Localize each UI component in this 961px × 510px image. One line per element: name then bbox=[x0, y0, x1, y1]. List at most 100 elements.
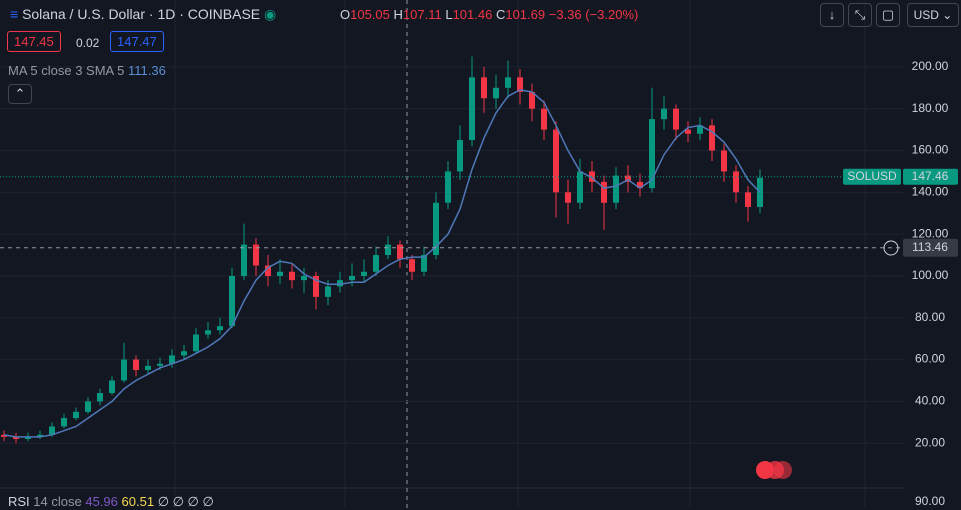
candle-body bbox=[673, 108, 679, 130]
button[interactable]: ↓ bbox=[820, 3, 844, 27]
last-price-label: 147.46 bbox=[912, 169, 949, 183]
candle-body bbox=[613, 175, 619, 203]
candle-body bbox=[505, 77, 511, 88]
candle-body bbox=[205, 330, 211, 335]
candle-body bbox=[541, 108, 547, 130]
candle-body bbox=[625, 175, 631, 182]
buy-button[interactable]: 147.47 bbox=[110, 31, 164, 52]
candle-body bbox=[157, 363, 163, 366]
candle-body bbox=[1, 434, 7, 437]
rsi-axis-label: 90.00 bbox=[915, 494, 945, 508]
candle-body bbox=[553, 129, 559, 193]
currency[interactable]: USD ⌄ bbox=[907, 3, 959, 27]
h-label: H bbox=[393, 7, 403, 22]
ma-name: MA 5 close 3 SMA 5 bbox=[8, 63, 125, 78]
y-tick-label: 100.00 bbox=[912, 268, 949, 282]
button[interactable]: ⤡ bbox=[848, 3, 872, 27]
candle-body bbox=[601, 181, 607, 203]
ohlc: O105.05 H107.11 L101.46 C101.69 −3.36 (−… bbox=[340, 7, 638, 22]
event-icon[interactable] bbox=[774, 461, 792, 479]
change: −3.36 (−3.20%) bbox=[548, 7, 639, 22]
candle-body bbox=[121, 359, 127, 381]
candle-body bbox=[517, 77, 523, 92]
candle-body bbox=[469, 77, 475, 141]
candle-body bbox=[13, 436, 19, 440]
button[interactable]: ▢ bbox=[876, 3, 900, 27]
candle-body bbox=[637, 181, 643, 189]
o-value: 105.05 bbox=[350, 7, 390, 22]
candle-body bbox=[49, 426, 55, 435]
crosshair-label: 113.46 bbox=[912, 240, 948, 254]
c-value: 101.69 bbox=[505, 7, 546, 22]
y-tick-label: 200.00 bbox=[912, 59, 949, 73]
candle-body bbox=[421, 255, 427, 272]
candle-body bbox=[145, 365, 151, 371]
y-tick-label: 180.00 bbox=[912, 101, 949, 115]
collapse-button[interactable]: ⌃ bbox=[8, 84, 32, 104]
y-tick-label: 40.00 bbox=[915, 394, 945, 408]
rsi-value: 45.96 bbox=[85, 494, 118, 509]
price-tag bbox=[903, 168, 958, 185]
candle-body bbox=[25, 436, 31, 440]
candle-body bbox=[349, 275, 355, 281]
candle-body bbox=[97, 393, 103, 402]
symbol-label: SOLUSD bbox=[847, 169, 897, 183]
candle-body bbox=[685, 129, 691, 134]
crosshair-plus[interactable] bbox=[883, 240, 899, 256]
ma-line bbox=[3, 89, 761, 438]
candle-body bbox=[721, 150, 727, 172]
y-tick-label: 140.00 bbox=[912, 184, 949, 198]
crosshair-tag bbox=[903, 238, 958, 257]
candle-body bbox=[565, 192, 571, 203]
candle-body bbox=[697, 125, 703, 134]
y-tick-label: 80.00 bbox=[915, 310, 945, 324]
rsi-name: RSI bbox=[8, 494, 30, 509]
rsi-ma: 60.51 bbox=[121, 494, 155, 509]
candle-body bbox=[37, 434, 43, 437]
candle-body bbox=[289, 271, 295, 281]
candle-body bbox=[181, 351, 187, 356]
spread: 0.02 bbox=[76, 36, 100, 50]
h-value: 107.11 bbox=[402, 7, 442, 22]
currency-label: USD bbox=[913, 8, 939, 22]
candle-body bbox=[409, 259, 415, 272]
candle-body bbox=[577, 171, 583, 203]
ma-legend: MA 5 close 3 SMA 5 111.36 bbox=[8, 63, 166, 78]
candle-body bbox=[313, 275, 319, 297]
sell-button[interactable]: 147.45 bbox=[7, 31, 61, 52]
y-tick-label: 60.00 bbox=[915, 352, 945, 366]
candle-body bbox=[661, 108, 667, 120]
title: Solana / U.S. Dollar · 1D · COINBASE bbox=[22, 6, 261, 22]
candle-body bbox=[397, 244, 403, 260]
candle-body bbox=[301, 275, 307, 281]
y-tick-label: 120.00 bbox=[912, 226, 949, 240]
candle-body bbox=[85, 401, 91, 412]
candle-body bbox=[361, 271, 367, 276]
candle-body bbox=[193, 334, 199, 352]
candle-body bbox=[457, 140, 463, 172]
y-tick-label: 20.00 bbox=[915, 435, 945, 449]
candle-body bbox=[253, 244, 259, 266]
candle-body bbox=[385, 244, 391, 256]
candle-body bbox=[733, 171, 739, 193]
candle-body bbox=[709, 125, 715, 151]
candle-body bbox=[61, 418, 67, 427]
candle-body bbox=[217, 326, 223, 331]
candle-body bbox=[337, 280, 343, 287]
rsi-settings: 14 close bbox=[33, 494, 82, 509]
candle-body bbox=[529, 91, 535, 109]
symbol-tag bbox=[843, 168, 901, 185]
candle-body bbox=[445, 171, 451, 203]
candle-body bbox=[73, 411, 79, 419]
candle-body bbox=[169, 355, 175, 364]
rsi-legend: RSI 14 close 45.96 60.51 ∅ ∅ ∅ ∅ bbox=[8, 494, 214, 510]
y-tick-label: 160.00 bbox=[912, 143, 949, 157]
candle-body bbox=[493, 87, 499, 99]
candle-body bbox=[745, 192, 751, 207]
candle-body bbox=[229, 275, 235, 327]
l-label: L bbox=[445, 7, 453, 22]
candle-body bbox=[481, 77, 487, 99]
candle-body bbox=[325, 286, 331, 297]
candle-body bbox=[241, 244, 247, 276]
